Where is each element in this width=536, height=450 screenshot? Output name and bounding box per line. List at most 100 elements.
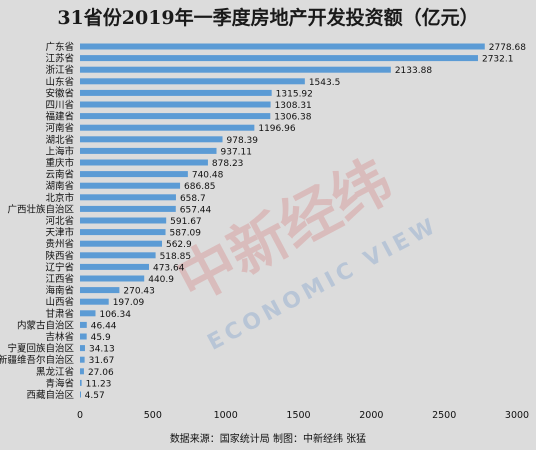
value-label: 2732.1 bbox=[482, 55, 514, 65]
category-label: 重庆市 bbox=[45, 157, 74, 169]
value-label: 937.11 bbox=[221, 147, 253, 157]
value-label: 562.9 bbox=[166, 240, 192, 250]
value-label: 587.09 bbox=[170, 229, 202, 239]
bar bbox=[80, 310, 96, 317]
value-label: 2133.88 bbox=[395, 66, 432, 76]
bar bbox=[80, 171, 188, 178]
bars-group bbox=[80, 43, 485, 398]
bar bbox=[80, 263, 149, 270]
category-label: 山东省 bbox=[45, 76, 74, 88]
value-label: 1306.38 bbox=[274, 113, 311, 123]
value-label: 1543.5 bbox=[309, 78, 341, 88]
value-label: 878.23 bbox=[212, 159, 244, 169]
bar bbox=[80, 113, 271, 120]
bar bbox=[80, 298, 109, 305]
bar bbox=[80, 194, 176, 201]
category-label: 海南省 bbox=[45, 285, 74, 297]
category-label: 贵州省 bbox=[45, 238, 74, 250]
value-label: 270.43 bbox=[123, 287, 155, 297]
category-label: 河南省 bbox=[45, 122, 74, 134]
value-label: 657.44 bbox=[180, 205, 212, 215]
category-label: 江西省 bbox=[45, 273, 74, 285]
value-label: 518.85 bbox=[160, 252, 192, 262]
bar bbox=[80, 321, 87, 328]
bar bbox=[80, 43, 485, 50]
bar bbox=[80, 287, 120, 294]
bar bbox=[80, 78, 305, 85]
bar bbox=[80, 391, 81, 398]
category-label: 河北省 bbox=[45, 215, 74, 227]
bar bbox=[80, 333, 87, 340]
category-label: 宁夏回族自治区 bbox=[7, 343, 74, 355]
value-label: 658.7 bbox=[180, 194, 206, 204]
category-label: 青海省 bbox=[45, 377, 74, 389]
value-label: 34.13 bbox=[89, 345, 115, 355]
category-label: 湖北省 bbox=[45, 134, 74, 146]
category-label: 甘肃省 bbox=[45, 308, 74, 320]
x-tick-label: 3000 bbox=[505, 410, 529, 421]
value-label: 978.39 bbox=[227, 136, 259, 146]
x-tick-label: 1000 bbox=[214, 410, 238, 421]
value-label: 591.67 bbox=[170, 217, 202, 227]
category-label: 云南省 bbox=[45, 169, 74, 181]
value-label: 1196.96 bbox=[258, 124, 295, 134]
category-label: 安徽省 bbox=[45, 87, 74, 99]
category-label: 山西省 bbox=[45, 296, 74, 308]
bar bbox=[80, 66, 391, 73]
x-tick-label: 2000 bbox=[359, 410, 383, 421]
category-label: 四川省 bbox=[45, 99, 74, 111]
bar bbox=[80, 101, 271, 108]
bar bbox=[80, 182, 181, 189]
value-label: 106.34 bbox=[99, 310, 131, 320]
value-label: 11.23 bbox=[86, 379, 112, 389]
category-label: 上海市 bbox=[45, 145, 74, 157]
category-label: 江苏省 bbox=[45, 53, 74, 65]
bar bbox=[80, 217, 167, 224]
value-label: 686.85 bbox=[184, 182, 216, 192]
bar bbox=[80, 229, 166, 236]
bar bbox=[80, 205, 176, 212]
category-label: 内蒙古自治区 bbox=[17, 319, 75, 331]
category-label: 天津市 bbox=[45, 227, 74, 239]
bar bbox=[80, 159, 208, 166]
bar bbox=[80, 240, 162, 247]
value-label: 45.9 bbox=[91, 333, 111, 343]
value-label: 1315.92 bbox=[276, 89, 313, 99]
value-label: 440.9 bbox=[148, 275, 174, 285]
category-label: 湖南省 bbox=[45, 180, 74, 192]
chart-title: 31省份2019年一季度房地产开发投资额（亿元） bbox=[57, 6, 478, 29]
value-label: 4.57 bbox=[85, 391, 105, 401]
bar bbox=[80, 275, 145, 282]
value-label: 197.09 bbox=[113, 298, 145, 308]
value-label: 46.44 bbox=[91, 321, 117, 331]
x-tick-label: 0 bbox=[77, 410, 83, 421]
source-note: 数据来源：国家统计局 制图：中新经纬 张猛 bbox=[170, 432, 366, 445]
category-labels: 广东省江苏省浙江省山东省安徽省四川省福建省河南省湖北省上海市重庆市云南省湖南省北… bbox=[0, 41, 74, 401]
bar bbox=[80, 89, 272, 96]
bar bbox=[80, 252, 156, 259]
value-label: 473.64 bbox=[153, 263, 185, 273]
category-label: 浙江省 bbox=[45, 64, 74, 76]
category-label: 广西壮族自治区 bbox=[7, 203, 74, 215]
category-label: 陕西省 bbox=[45, 250, 74, 262]
x-axis-ticks: 0 500 1000 1500 2000 2500 3000 bbox=[77, 410, 529, 421]
value-label: 27.06 bbox=[88, 368, 114, 378]
x-tick-label: 2500 bbox=[432, 410, 456, 421]
value-label: 740.48 bbox=[192, 171, 224, 181]
value-label: 2778.68 bbox=[489, 43, 526, 53]
bar bbox=[80, 124, 255, 131]
category-label: 西藏自治区 bbox=[26, 389, 74, 401]
bar bbox=[80, 356, 85, 363]
bar bbox=[80, 147, 217, 154]
category-label: 辽宁省 bbox=[45, 261, 74, 273]
category-label: 吉林省 bbox=[45, 331, 74, 343]
bar bbox=[80, 368, 84, 375]
category-label: 北京市 bbox=[45, 192, 74, 204]
value-label: 1308.31 bbox=[275, 101, 312, 111]
x-tick-label: 1500 bbox=[286, 410, 310, 421]
category-label: 新疆维吾尔自治区 bbox=[0, 354, 74, 366]
value-label: 31.67 bbox=[89, 356, 115, 366]
category-label: 黑龙江省 bbox=[36, 366, 74, 378]
